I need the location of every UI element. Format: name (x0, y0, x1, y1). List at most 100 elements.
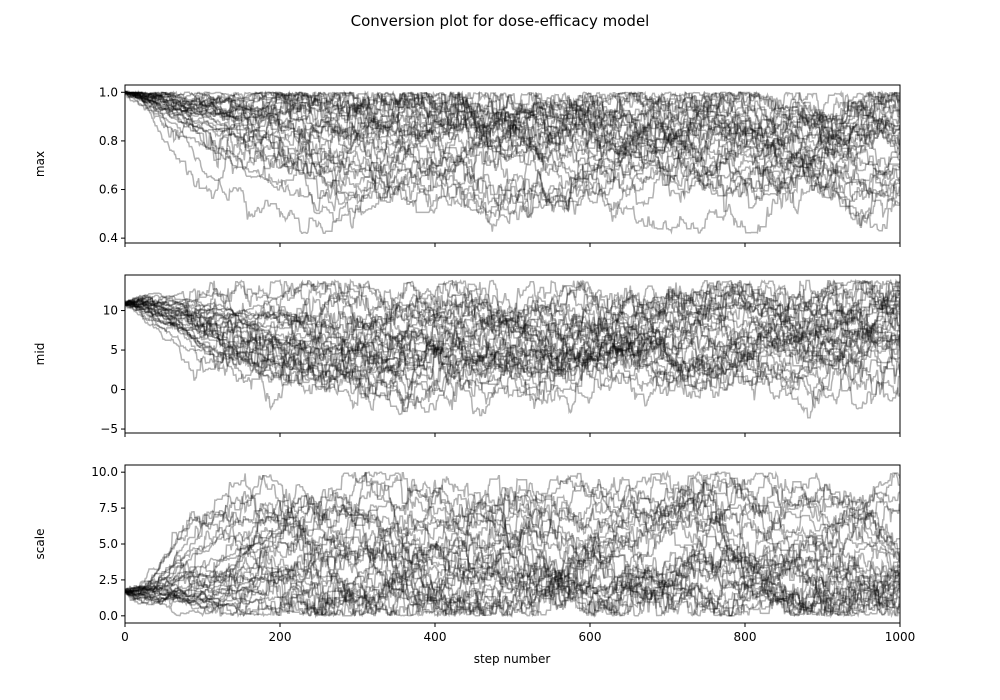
x-tick-label: 600 (579, 630, 602, 644)
walker-trace-8 (125, 501, 900, 616)
walker-trace-32 (125, 477, 900, 607)
x-tick-label: 200 (269, 630, 292, 644)
x-tick-label: 0 (121, 630, 129, 644)
walker-trace-14 (125, 473, 900, 592)
walker-trace-4 (125, 485, 900, 619)
walker-trace-28 (125, 282, 900, 352)
walker-trace-23 (125, 293, 900, 390)
walker-trace-1 (125, 286, 900, 417)
x-axis-label: step number (474, 652, 551, 666)
y-tick-label: 0.6 (99, 183, 118, 197)
walker-trace-23 (125, 474, 900, 618)
walker-trace-7 (125, 91, 900, 178)
axes-frame (124, 84, 901, 244)
walker-trace-25 (125, 299, 900, 405)
walker-trace-28 (125, 491, 900, 617)
walker-traces (125, 89, 900, 235)
walker-trace-25 (125, 91, 900, 185)
y-tick-label: −5 (100, 422, 118, 436)
walker-trace-4 (125, 90, 900, 235)
walker-trace-30 (125, 90, 900, 218)
walker-trace-7 (125, 559, 900, 618)
walker-trace-9 (125, 89, 900, 175)
walker-trace-31 (125, 90, 900, 232)
y-axis-label: scale (33, 529, 47, 560)
walker-trace-9 (125, 539, 900, 619)
walker-trace-32 (125, 299, 900, 395)
walker-trace-26 (125, 279, 900, 403)
walker-trace-2 (125, 279, 900, 378)
walker-trace-2 (125, 91, 900, 219)
walker-trace-6 (125, 278, 900, 383)
walker-trace-13 (125, 89, 900, 145)
walker-trace-16 (125, 284, 900, 415)
walker-trace-3 (125, 280, 900, 410)
walker-trace-18 (125, 89, 900, 170)
walker-trace-17 (125, 299, 900, 407)
walker-trace-23 (125, 90, 900, 226)
walker-trace-25 (125, 503, 900, 606)
x-tick-label: 800 (734, 630, 757, 644)
y-tick-label: 0.8 (99, 134, 118, 148)
y-axis-label: max (33, 151, 47, 177)
walker-trace-19 (125, 507, 900, 618)
walker-trace-1 (125, 533, 900, 617)
walker-trace-30 (125, 280, 900, 413)
y-tick-label: 2.5 (99, 573, 118, 587)
walker-trace-12 (125, 282, 900, 374)
walker-trace-11 (125, 533, 900, 617)
walker-traces (125, 469, 900, 619)
walker-trace-16 (125, 483, 900, 618)
walker-trace-24 (125, 470, 900, 617)
walker-trace-8 (125, 91, 900, 186)
y-tick-label: 0 (110, 383, 118, 397)
y-tick-label: 0.4 (99, 231, 118, 245)
panel-max: 0.4 0.6 0.8 1.0 max (33, 84, 901, 247)
axes-frame (124, 274, 901, 434)
y-tick-label: 7.5 (99, 501, 118, 515)
walker-trace-32 (125, 91, 900, 228)
walker-trace-2 (125, 474, 900, 617)
walker-trace-29 (125, 90, 900, 235)
walker-trace-29 (125, 491, 900, 616)
walker-trace-19 (125, 279, 900, 381)
walker-trace-3 (125, 89, 900, 225)
walker-trace-22 (125, 91, 900, 175)
walker-trace-12 (125, 471, 900, 597)
walker-trace-20 (125, 519, 900, 617)
y-tick-label: 5.0 (99, 537, 118, 551)
walker-trace-10 (125, 481, 900, 600)
walker-trace-21 (125, 469, 900, 617)
x-tick-label: 1000 (885, 630, 916, 644)
walker-trace-26 (125, 496, 900, 604)
x-tick-label: 400 (424, 630, 447, 644)
walker-trace-10 (125, 280, 900, 409)
walker-trace-17 (125, 481, 900, 596)
walker-trace-6 (125, 90, 900, 235)
walker-trace-14 (125, 90, 900, 163)
walker-trace-11 (125, 91, 900, 222)
walker-trace-17 (125, 90, 900, 209)
walker-trace-19 (125, 90, 900, 208)
walker-trace-4 (125, 279, 900, 391)
walker-traces (125, 278, 900, 419)
walker-trace-3 (125, 472, 900, 615)
walker-trace-16 (125, 91, 900, 201)
walker-trace-1 (125, 91, 900, 222)
panel-scale: 0.0 2.5 5.0 7.5 10.0 0 200 400 600 800 1000 scale (33, 464, 916, 644)
walker-trace-15 (125, 281, 900, 380)
walker-trace-22 (125, 495, 900, 618)
walker-trace-20 (125, 91, 900, 175)
y-tick-label: 5 (110, 343, 118, 357)
walker-trace-31 (125, 480, 900, 618)
walker-trace-30 (125, 540, 900, 617)
walker-trace-13 (125, 485, 900, 617)
walker-trace-12 (125, 91, 900, 206)
y-tick-label: 1.0 (99, 85, 118, 99)
walker-trace-27 (125, 470, 900, 615)
walker-trace-6 (125, 472, 900, 596)
walker-trace-5 (125, 279, 900, 381)
walker-trace-14 (125, 278, 900, 416)
walker-trace-11 (125, 280, 900, 405)
